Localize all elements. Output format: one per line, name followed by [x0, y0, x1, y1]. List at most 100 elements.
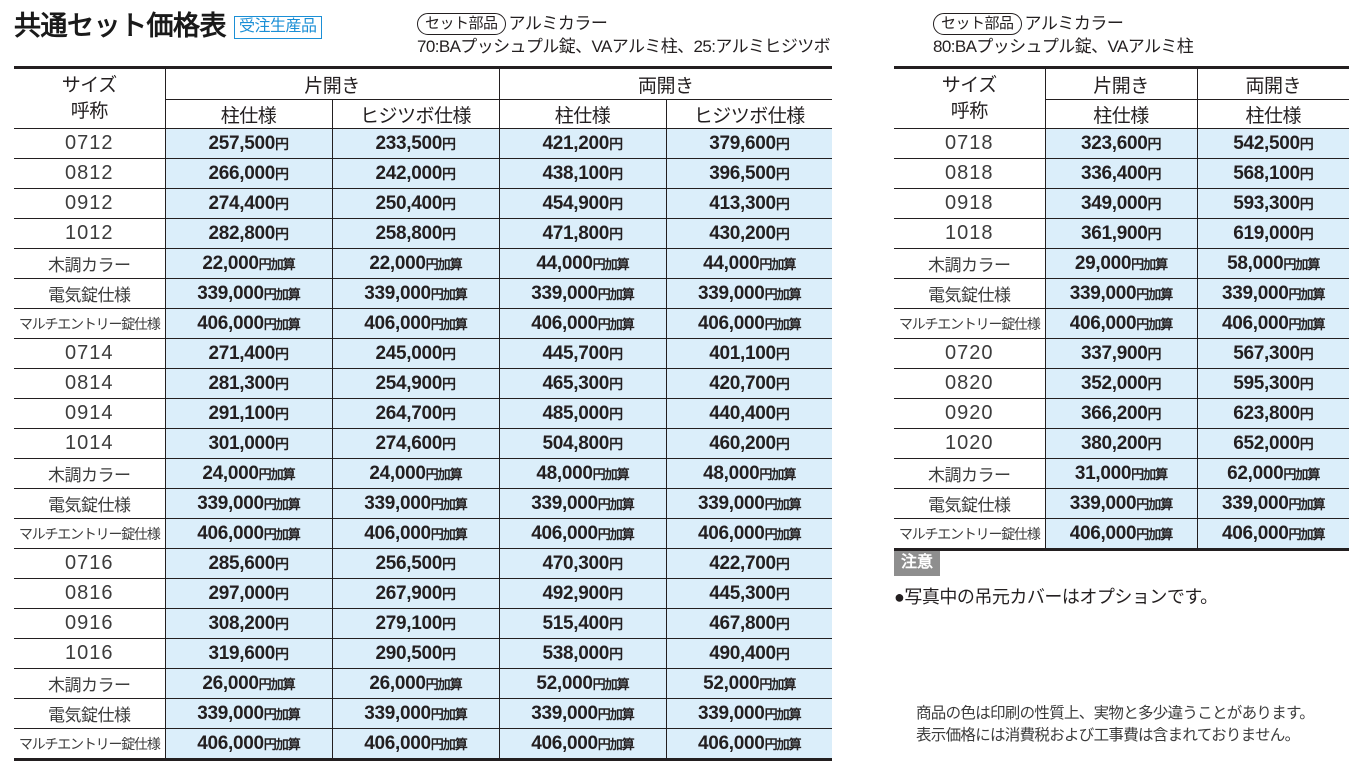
price-cell: 257,500円 [164, 128, 332, 159]
table-row: 木調カラー 26,000円加算 26,000円加算 52,000円加算 52,000円加… [14, 668, 833, 699]
price-cell: 380,200円 [1044, 428, 1197, 459]
right-setparts-detail: 80:BAプッシュプル錠、VAアルミ柱 [933, 37, 1194, 56]
row-label: 電気錠仕様 [894, 278, 1045, 309]
price-cell: 445,700円 [498, 338, 667, 369]
price-cell: 430,200円 [665, 218, 833, 249]
note-line: ●写真中の吊元カバーはオプションです。 [894, 587, 1218, 607]
price-cell: 301,000円 [164, 428, 332, 459]
price-cell: 291,100円 [164, 398, 332, 429]
table-row: 電気錠仕様 339,000円加算 339,000円加算 [894, 278, 1349, 309]
price-cell: 254,900円 [331, 368, 500, 399]
price-cell: 267,900円 [331, 578, 500, 609]
header-group-1: 片開き [164, 66, 500, 100]
price-cell: 26,000円加算 [331, 668, 500, 699]
price-cell: 406,000円加算 [498, 728, 667, 761]
row-label: 0716 [14, 548, 165, 579]
price-cell: 379,600円 [665, 128, 833, 159]
price-cell: 401,100円 [665, 338, 833, 369]
price-cell: 282,800円 [164, 218, 332, 249]
row-label: 木調カラー [894, 248, 1045, 279]
price-cell: 542,500円 [1196, 128, 1349, 159]
header-size-label: サイズ 呼称 [894, 66, 1045, 129]
price-cell: 413,300円 [665, 188, 833, 219]
price-cell: 465,300円 [498, 368, 667, 399]
price-cell: 339,000円加算 [164, 278, 332, 309]
price-cell: 22,000円加算 [164, 248, 332, 279]
table-row: 0814 281,300円 254,900円 465,300円 420,700円 [14, 368, 833, 399]
table-header-row-subs: 柱仕様 柱仕様 [894, 99, 1349, 129]
table-row: 1012 282,800円 258,800円 471,800円 430,200円 [14, 218, 833, 249]
set-parts-pill: セット部品 [933, 13, 1022, 35]
price-cell: 445,300円 [665, 578, 833, 609]
price-cell: 471,800円 [498, 218, 667, 249]
price-cell: 339,000円加算 [331, 488, 500, 519]
table-row: マルチエントリー錠仕様 406,000円加算 406,000円加算 [894, 518, 1349, 551]
price-cell: 266,000円 [164, 158, 332, 189]
price-cell: 492,900円 [498, 578, 667, 609]
set-parts-pill: セット部品 [417, 13, 506, 35]
left-price-section: 共通セット価格表 受注生産品 セット部品 アルミカラー 70:BAプッシュプル錠… [14, 11, 833, 761]
table-row: マルチエントリー錠仕様 406,000円加算 406,000円加算 406,000円加… [14, 728, 833, 761]
price-cell: 406,000円加算 [498, 518, 667, 549]
header-sub-1: 柱仕様 [164, 99, 332, 129]
table-header-row-groups: サイズ 呼称 片開き 両開き [14, 66, 833, 129]
row-label: 0820 [894, 368, 1045, 399]
price-cell: 31,000円加算 [1044, 458, 1197, 489]
table-row: 0720 337,900円 567,300円 [894, 338, 1349, 369]
header-sub-1: 柱仕様 [1044, 99, 1197, 129]
price-cell: 44,000円加算 [665, 248, 833, 279]
price-cell: 271,400円 [164, 338, 332, 369]
price-cell: 406,000円加算 [164, 308, 332, 339]
price-cell: 490,400円 [665, 638, 833, 669]
price-cell: 308,200円 [164, 608, 332, 639]
price-cell: 339,000円加算 [498, 698, 667, 729]
price-cell: 339,000円加算 [1196, 488, 1349, 519]
price-cell: 258,800円 [331, 218, 500, 249]
price-cell: 264,700円 [331, 398, 500, 429]
table-row: 電気錠仕様 339,000円加算 339,000円加算 339,000円加算 339,0… [14, 488, 833, 519]
price-cell: 515,400円 [498, 608, 667, 639]
price-cell: 420,700円 [665, 368, 833, 399]
price-cell: 366,200円 [1044, 398, 1197, 429]
price-cell: 349,000円 [1044, 188, 1197, 219]
price-cell: 467,800円 [665, 608, 833, 639]
row-label: 0916 [14, 608, 165, 639]
table-row: 0714 271,400円 245,000円 445,700円 401,100円 [14, 338, 833, 369]
row-label: 木調カラー [894, 458, 1045, 489]
price-cell: 245,000円 [331, 338, 500, 369]
right-setparts-caption: セット部品 アルミカラー 80:BAプッシュプル錠、VAアルミ柱 [933, 13, 1194, 58]
page-title: 共通セット価格表 [14, 11, 227, 41]
price-cell: 406,000円加算 [1196, 308, 1349, 339]
price-cell: 470,300円 [498, 548, 667, 579]
header-size-line1: サイズ [61, 74, 117, 96]
price-cell: 440,400円 [665, 398, 833, 429]
right-setparts-color: アルミカラー [1024, 14, 1124, 33]
row-label: 0914 [14, 398, 165, 429]
row-label: 電気錠仕様 [14, 278, 165, 309]
table-row: 木調カラー 22,000円加算 22,000円加算 44,000円加算 44,000円加… [14, 248, 833, 279]
row-label: 電気錠仕様 [894, 488, 1045, 519]
price-cell: 406,000円加算 [1044, 518, 1197, 551]
row-label: 0918 [894, 188, 1045, 219]
row-label: 0814 [14, 368, 165, 399]
price-cell: 48,000円加算 [665, 458, 833, 489]
price-cell: 58,000円加算 [1196, 248, 1349, 279]
price-cell: 339,000円加算 [164, 488, 332, 519]
price-cell: 339,000円加算 [498, 488, 667, 519]
price-cell: 406,000円加算 [1196, 518, 1349, 551]
price-cell: 406,000円加算 [331, 308, 500, 339]
price-cell: 406,000円加算 [164, 518, 332, 549]
row-label: 1012 [14, 218, 165, 249]
price-cell: 339,000円加算 [1044, 278, 1197, 309]
price-cell: 438,100円 [498, 158, 667, 189]
table-row: 0920 366,200円 623,800円 [894, 398, 1349, 429]
price-cell: 406,000円加算 [331, 518, 500, 549]
price-cell: 48,000円加算 [498, 458, 667, 489]
price-cell: 339,000円加算 [665, 698, 833, 729]
row-label: 電気錠仕様 [14, 488, 165, 519]
price-cell: 567,300円 [1196, 338, 1349, 369]
price-cell: 406,000円加算 [331, 728, 500, 761]
price-cell: 339,000円加算 [164, 698, 332, 729]
price-cell: 406,000円加算 [665, 518, 833, 549]
header-size-label: サイズ 呼称 [14, 66, 165, 129]
